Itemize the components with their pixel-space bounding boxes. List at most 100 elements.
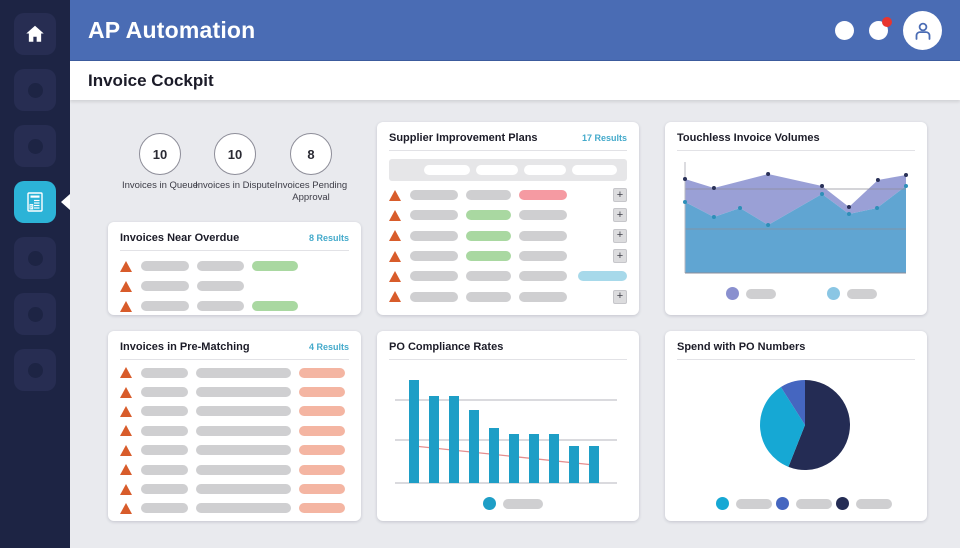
skeleton-pill bbox=[197, 261, 244, 271]
table-row: + bbox=[377, 246, 639, 266]
card-header: PO Compliance Rates bbox=[389, 331, 627, 360]
skeleton-pill bbox=[519, 230, 567, 241]
results-link[interactable]: 4 Results bbox=[308, 342, 349, 352]
skeleton-pill bbox=[410, 271, 458, 282]
table-row: + bbox=[377, 185, 639, 205]
table-row bbox=[108, 256, 361, 276]
skeleton-pill bbox=[196, 425, 291, 436]
skeleton-pill bbox=[299, 406, 345, 417]
warning-icon bbox=[120, 367, 132, 379]
user-avatar[interactable] bbox=[903, 11, 942, 50]
warning-icon bbox=[120, 464, 132, 476]
skeleton-pill bbox=[519, 271, 567, 282]
card-invoices-in-pre-matching: Invoices in Pre-Matching 4 Results bbox=[108, 331, 361, 521]
card-po-compliance-rates: PO Compliance Rates bbox=[377, 331, 639, 521]
add-button[interactable]: + bbox=[613, 188, 627, 203]
skeleton-pill bbox=[141, 464, 188, 475]
skeleton-pill bbox=[141, 387, 188, 398]
app-title: AP Automation bbox=[88, 16, 256, 43]
skeleton-pill bbox=[196, 367, 291, 378]
skeleton-pill bbox=[572, 165, 617, 175]
svg-text:$: $ bbox=[31, 204, 34, 209]
warning-icon bbox=[389, 189, 401, 201]
skeleton-pill bbox=[410, 210, 458, 221]
skeleton-pill bbox=[578, 271, 627, 282]
table-row bbox=[108, 460, 361, 479]
add-button[interactable]: + bbox=[613, 208, 627, 223]
skeleton-pill bbox=[466, 271, 511, 282]
warning-icon bbox=[120, 300, 132, 312]
legend-swatch bbox=[726, 287, 739, 300]
legend-swatch bbox=[836, 497, 849, 510]
person-icon bbox=[915, 22, 930, 40]
header-actions bbox=[820, 0, 942, 61]
skeleton-rows bbox=[108, 360, 361, 518]
skeleton-pill bbox=[252, 301, 298, 311]
skeleton-pill bbox=[196, 406, 291, 417]
card-touchless-invoice-volumes: Touchless Invoice Volumes bbox=[665, 122, 927, 315]
notification-dot bbox=[882, 17, 892, 27]
legend-item bbox=[716, 497, 772, 510]
sidebar-item-invoice-cockpit[interactable]: $ bbox=[14, 181, 56, 223]
po-compliance-bar-chart bbox=[395, 380, 617, 484]
add-button[interactable]: + bbox=[613, 228, 627, 243]
skeleton-pill bbox=[141, 406, 188, 417]
table-row bbox=[108, 402, 361, 421]
card-title: Invoices in Pre-Matching bbox=[120, 341, 250, 353]
skeleton-pill bbox=[196, 445, 291, 456]
kpi-stat: 8 Invoices Pending Approval bbox=[263, 133, 359, 204]
table-row bbox=[108, 499, 361, 518]
skeleton-pill bbox=[141, 425, 188, 436]
skeleton-pill bbox=[299, 464, 345, 475]
legend-label-pill bbox=[746, 288, 776, 299]
placeholder-icon bbox=[27, 138, 43, 154]
warning-icon bbox=[389, 230, 401, 242]
sidebar-item-nav-5[interactable] bbox=[14, 237, 56, 279]
notifications-button[interactable] bbox=[869, 17, 892, 40]
add-button[interactable]: + bbox=[613, 289, 627, 304]
sidebar-item-nav-3[interactable] bbox=[14, 125, 56, 167]
warning-icon bbox=[389, 270, 401, 282]
skeleton-pill bbox=[410, 230, 458, 241]
table-row bbox=[108, 296, 361, 316]
card-title: Touchless Invoice Volumes bbox=[677, 132, 820, 144]
sidebar: $ bbox=[0, 0, 70, 548]
warning-icon bbox=[120, 405, 132, 417]
warning-icon bbox=[120, 280, 132, 292]
card-title: Supplier Improvement Plans bbox=[389, 132, 538, 144]
skeleton-pill bbox=[197, 301, 244, 311]
skeleton-pill bbox=[299, 484, 345, 495]
skeleton-pill bbox=[519, 190, 567, 201]
results-link[interactable]: 8 Results bbox=[308, 233, 349, 243]
legend-label-pill bbox=[736, 498, 772, 509]
kpi-value: 8 bbox=[290, 133, 332, 175]
skeleton-pill bbox=[141, 261, 189, 271]
sidebar-item-home[interactable] bbox=[14, 13, 56, 55]
skeleton-pill bbox=[424, 165, 470, 175]
active-item-caret bbox=[61, 194, 70, 210]
card-header: Touchless Invoice Volumes bbox=[677, 122, 915, 151]
warning-icon bbox=[120, 502, 132, 514]
table-row bbox=[108, 382, 361, 401]
skeleton-pill bbox=[299, 503, 345, 514]
sidebar-item-nav-7[interactable] bbox=[14, 349, 56, 391]
kpi-stat: 10 Invoices in Queue bbox=[115, 133, 205, 192]
skeleton-pill bbox=[410, 190, 458, 201]
warning-icon bbox=[389, 291, 401, 303]
sidebar-item-nav-6[interactable] bbox=[14, 293, 56, 335]
legend-label-pill bbox=[856, 498, 892, 509]
legend-item bbox=[776, 497, 832, 510]
warning-icon bbox=[120, 425, 132, 437]
table-row bbox=[377, 266, 639, 286]
skeleton-pill bbox=[196, 503, 291, 514]
results-link[interactable]: 17 Results bbox=[581, 133, 627, 143]
legend-label-pill bbox=[503, 498, 543, 509]
add-button[interactable]: + bbox=[613, 249, 627, 264]
sidebar-item-nav-2[interactable] bbox=[14, 69, 56, 111]
skeleton-pill bbox=[466, 251, 511, 262]
skeleton-pill bbox=[141, 281, 189, 291]
quick-action-button[interactable] bbox=[835, 21, 854, 40]
placeholder-icon bbox=[27, 362, 43, 378]
skeleton-pill bbox=[519, 291, 567, 302]
legend-label-pill bbox=[847, 288, 877, 299]
